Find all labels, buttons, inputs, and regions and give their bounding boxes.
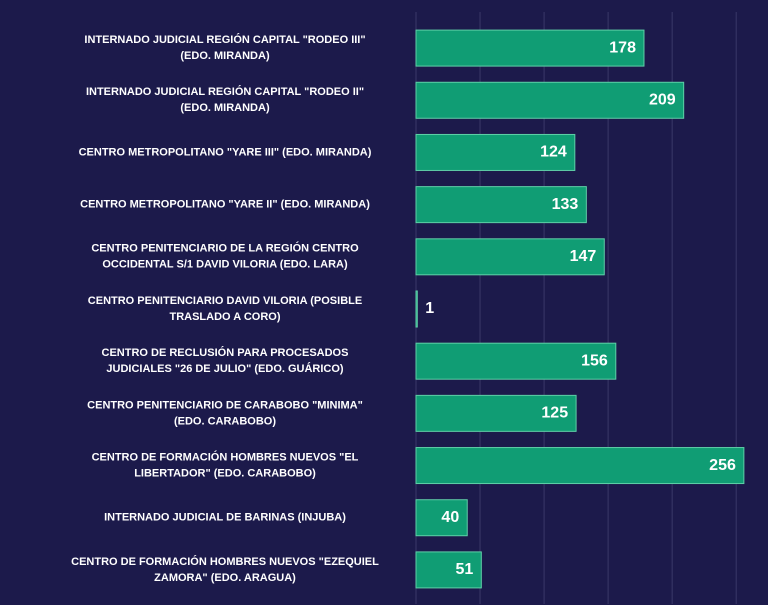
bar — [415, 394, 577, 432]
value-label: 209 — [649, 91, 676, 108]
y-tick-label: CENTRO PENITENCIARIO DE CARABOBO "MINIMA… — [87, 399, 363, 411]
bar — [415, 238, 605, 276]
value-label: 124 — [540, 144, 567, 161]
y-tick-label: (EDO. MIRANDA) — [180, 102, 270, 114]
y-tick-label: (EDO. MIRANDA) — [180, 50, 270, 62]
bar — [415, 29, 645, 67]
y-tick-label: CENTRO DE RECLUSIÓN PARA PROCESADOS — [102, 346, 349, 359]
y-tick-label: TRASLADO A CORO) — [169, 311, 280, 323]
bar — [415, 186, 587, 224]
bar — [415, 447, 745, 485]
y-tick-label: JUDICIALES "26 DE JULIO" (EDO. GUÁRICO) — [106, 362, 344, 375]
value-label: 133 — [552, 196, 579, 213]
y-tick-label: (EDO. CARABOBO) — [174, 415, 276, 427]
bar — [415, 81, 685, 119]
y-tick-label: CENTRO PENITENCIARIO DE LA REGIÓN CENTRO — [91, 242, 359, 255]
y-tick-label: ZAMORA" (EDO. ARAGUA) — [154, 572, 296, 584]
bar — [415, 290, 418, 328]
value-label: 125 — [541, 405, 568, 422]
value-label: 178 — [609, 39, 636, 56]
value-label: 256 — [709, 457, 736, 474]
value-label: 147 — [570, 248, 597, 265]
y-tick-label: LIBERTADOR" (EDO. CARABOBO) — [134, 467, 316, 479]
value-label: 51 — [456, 561, 474, 578]
y-tick-label: CENTRO DE FORMACIÓN HOMBRES NUEVOS "EL — [92, 450, 359, 463]
bar — [415, 133, 576, 171]
y-tick-label: CENTRO METROPOLITANO "YARE II" (EDO. MIR… — [80, 199, 370, 211]
y-tick-label: CENTRO PENITENCIARIO DAVID VILORIA (POSI… — [88, 295, 362, 307]
value-label: 156 — [581, 352, 608, 369]
y-tick-label: CENTRO METROPOLITANO "YARE III" (EDO. MI… — [79, 146, 372, 158]
value-label: 40 — [441, 509, 459, 526]
bar — [415, 342, 617, 380]
y-tick-label: OCCIDENTAL S/1 DAVID VILORIA (EDO. LARA) — [102, 259, 348, 271]
value-label: 1 — [425, 300, 434, 317]
y-tick-label: INTERNADO JUDICIAL REGIÓN CAPITAL "RODEO… — [84, 33, 365, 46]
bar — [415, 499, 468, 537]
y-tick-label: CENTRO DE FORMACIÓN HOMBRES NUEVOS "EZEQ… — [71, 555, 379, 568]
bar — [415, 551, 482, 589]
y-tick-label: INTERNADO JUDICIAL REGIÓN CAPITAL "RODEO… — [86, 85, 364, 98]
y-tick-label: INTERNADO JUDICIAL DE BARINAS (INJUBA) — [104, 512, 346, 524]
